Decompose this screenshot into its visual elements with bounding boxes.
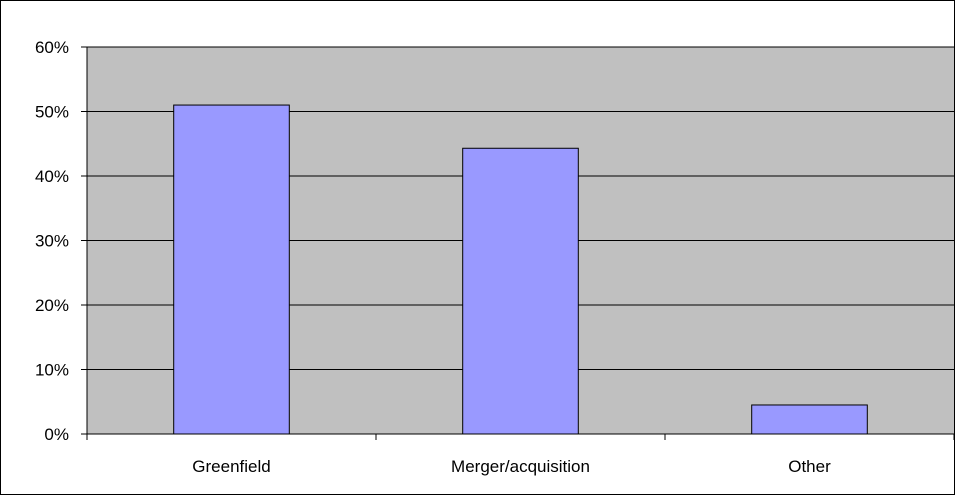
y-tick-label: 20% [35, 296, 69, 315]
x-tick-label: Merger/acquisition [451, 457, 590, 476]
x-tick-label: Other [788, 457, 831, 476]
y-tick-label: 40% [35, 167, 69, 186]
bar-greenfield [173, 104, 290, 435]
x-axis-ticks: Greenfield Merger/acquisition Other [86, 434, 955, 476]
y-tick-label: 50% [35, 103, 69, 122]
y-axis-ticks: 0% 10% 20% 30% 40% 50% 60% [35, 38, 87, 444]
y-tick-label: 60% [35, 38, 69, 57]
y-tick-label: 10% [35, 361, 69, 380]
bars [173, 104, 868, 435]
bar-merger-acquisition [462, 147, 579, 435]
y-tick-label: 30% [35, 232, 69, 251]
bar-other [751, 404, 868, 435]
y-tick-label: 0% [44, 425, 69, 444]
x-tick-label: Greenfield [192, 457, 270, 476]
